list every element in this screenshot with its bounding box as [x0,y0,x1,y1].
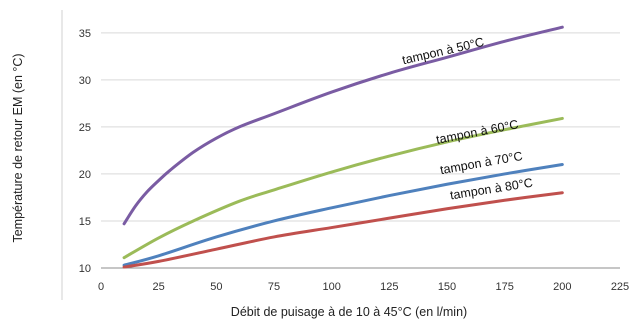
x-axis-title: Débit de puisage à de 10 à 45°C (en l/mi… [231,305,467,319]
y-tick-label: 30 [79,75,91,87]
series-label: tampon à 50°C [401,35,486,67]
x-tick-label: 100 [322,281,340,293]
series-line [122,25,564,226]
x-tick-label: 50 [210,281,222,293]
y-tick-label: 15 [79,216,91,228]
series [122,25,564,269]
y-tick-label: 25 [79,122,91,134]
x-tick-label: 75 [268,281,280,293]
y-tick-label: 10 [79,263,91,275]
x-tick-label: 225 [611,281,629,293]
series-label: tampon à 60°C [435,117,520,147]
x-tick-label: 0 [98,281,104,293]
x-tick-label: 175 [495,281,513,293]
grid [101,32,620,269]
y-tick-label: 20 [79,169,91,181]
x-tick-label: 125 [380,281,398,293]
x-tick-label: 150 [438,281,456,293]
series-line [122,191,564,269]
series-line [122,163,564,267]
y-tick-label: 35 [79,28,91,40]
x-tick-label: 25 [153,281,165,293]
y-axis-title: Température de retour EM (en °C) [11,53,25,242]
series-line [122,116,564,260]
x-tick-label: 200 [553,281,571,293]
axes: 10 15 20 25 30 35 0 25 50 75 100 125 150 175 200 225 [79,28,629,293]
